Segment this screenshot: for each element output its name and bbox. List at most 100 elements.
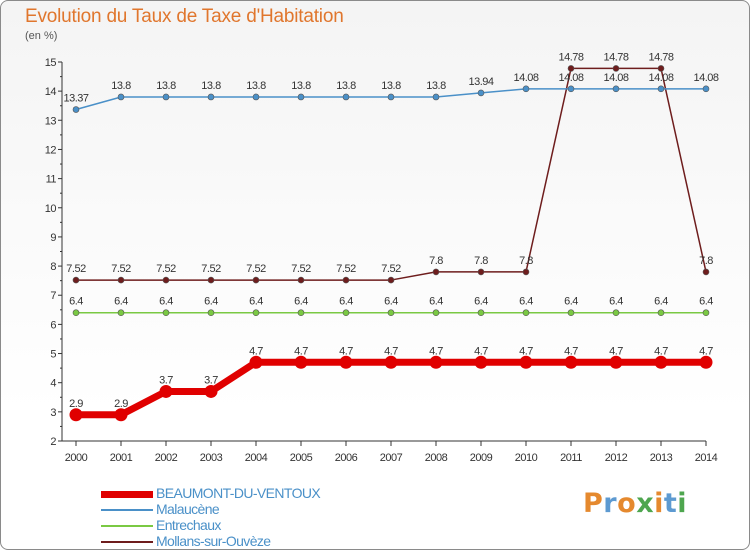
data-label: 4.7 [474, 345, 488, 357]
data-label: 13.94 [468, 76, 493, 88]
data-label: 4.7 [654, 345, 668, 357]
data-label: 2.9 [114, 398, 128, 410]
data-point [162, 276, 170, 284]
data-label: 13.8 [201, 80, 221, 92]
y-tick-label: 7 [50, 290, 56, 302]
brand-logo: Proxiti [583, 488, 687, 519]
data-label: 14.78 [558, 51, 583, 63]
data-label: 4.7 [294, 345, 308, 357]
data-label: 6.4 [339, 296, 353, 308]
data-point [159, 384, 173, 398]
data-point [204, 384, 218, 398]
x-tick-label: 2005 [290, 452, 313, 464]
data-label: 7.52 [156, 263, 176, 275]
data-point [342, 276, 350, 284]
legend-item: BEAUMONT-DU-VENTOUX [101, 485, 421, 502]
data-label: 7.8 [519, 255, 533, 267]
data-point [474, 355, 488, 369]
data-point [699, 355, 713, 369]
data-point [207, 309, 215, 317]
y-tick-label: 3 [50, 407, 56, 419]
data-point [657, 309, 665, 317]
data-point [72, 276, 80, 284]
data-point [522, 268, 530, 276]
data-label: 13.8 [246, 80, 266, 92]
data-label: 4.7 [339, 345, 353, 357]
brand-letter: t [663, 488, 678, 519]
data-point [702, 309, 710, 317]
data-point [609, 355, 623, 369]
data-label: 3.7 [204, 374, 218, 386]
data-label: 13.8 [291, 80, 311, 92]
data-label: 6.4 [384, 296, 398, 308]
data-label: 14.08 [648, 72, 673, 84]
data-point [162, 309, 170, 317]
data-label: 4.7 [429, 345, 443, 357]
legend-label: Entrechaux [156, 517, 221, 533]
data-label: 6.4 [249, 296, 263, 308]
legend-label: Mollans-sur-Ouvèze [156, 533, 271, 549]
legend-swatch [101, 541, 153, 543]
data-point [387, 276, 395, 284]
data-label: 14.08 [558, 72, 583, 84]
data-point [567, 309, 575, 317]
data-point [72, 106, 80, 113]
data-label: 4.7 [699, 345, 713, 357]
x-tick-label: 2007 [380, 452, 403, 464]
data-label: 6.4 [654, 296, 668, 308]
legend-item: Mollans-sur-Ouvèze [101, 533, 421, 549]
x-tick-label: 2000 [65, 452, 88, 464]
data-label: 6.4 [294, 296, 308, 308]
data-label: 14.78 [603, 51, 628, 63]
data-point [297, 276, 305, 284]
data-label: 6.4 [159, 296, 173, 308]
data-point [69, 408, 83, 422]
data-label: 6.4 [519, 296, 533, 308]
data-point [612, 85, 620, 93]
data-label: 6.4 [204, 296, 218, 308]
data-point [294, 355, 308, 369]
data-label: 4.7 [384, 345, 398, 357]
y-tick-label: 4 [50, 378, 56, 390]
data-point [117, 276, 125, 284]
data-point [297, 309, 305, 317]
data-point [654, 355, 668, 369]
data-point [249, 355, 263, 369]
data-label: 14.08 [513, 72, 538, 84]
data-point [117, 309, 125, 317]
legend-item: Entrechaux [101, 517, 421, 534]
data-point [387, 309, 395, 317]
x-tick-label: 2010 [515, 452, 538, 464]
data-point [522, 85, 530, 93]
brand-letter: x [636, 488, 655, 519]
y-tick-label: 14 [45, 86, 57, 98]
legend: BEAUMONT-DU-VENTOUX Malaucène Entrechaux Mo… [101, 485, 421, 549]
data-label: 14.78 [648, 51, 673, 63]
data-label: 7.52 [336, 263, 356, 275]
data-point [384, 355, 398, 369]
brand-letter: i [654, 488, 664, 519]
data-point [702, 268, 710, 276]
data-point [702, 85, 710, 93]
legend-swatch [101, 490, 153, 498]
data-point [162, 93, 170, 101]
data-label: 7.52 [291, 263, 311, 275]
data-label: 13.8 [381, 80, 401, 92]
data-label: 4.7 [564, 345, 578, 357]
data-label: 14.08 [693, 72, 718, 84]
data-label: 7.52 [381, 263, 401, 275]
data-point [564, 355, 578, 369]
data-point [432, 268, 440, 276]
data-label: 4.7 [519, 345, 533, 357]
data-point [432, 309, 440, 317]
data-label: 2.9 [69, 398, 83, 410]
y-tick-label: 12 [45, 144, 57, 156]
data-point [477, 89, 485, 97]
legend-item: Malaucène [101, 501, 421, 518]
data-label: 14.08 [603, 72, 628, 84]
data-label: 6.4 [564, 296, 578, 308]
brand-letter: o [617, 488, 637, 519]
data-label: 13.8 [156, 80, 176, 92]
data-point [519, 355, 533, 369]
